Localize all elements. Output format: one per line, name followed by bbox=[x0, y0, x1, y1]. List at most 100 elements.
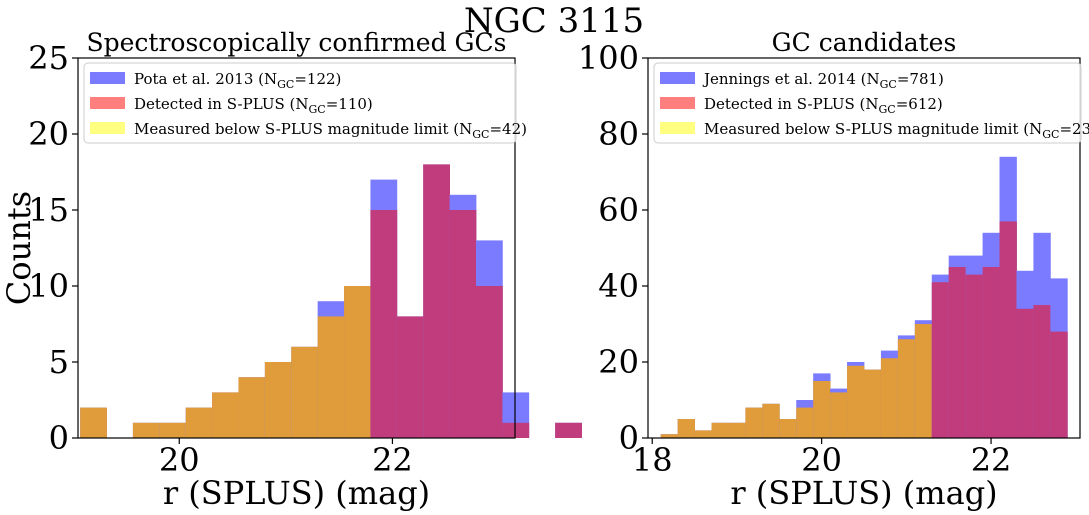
bar-detected-23 bbox=[1050, 331, 1068, 438]
legend-entry-1: Jennings et al. 2014 (NGC=781) bbox=[702, 70, 944, 91]
y-tick-label: 5 bbox=[49, 343, 69, 381]
y-tick-label: 0 bbox=[49, 419, 69, 457]
legend-subscript: GC bbox=[1042, 128, 1059, 141]
x-axis-label: r (SPLUS) (mag) bbox=[730, 474, 997, 512]
legend-swatch bbox=[660, 122, 695, 134]
bar-detected-21 bbox=[1016, 308, 1034, 438]
bar-below-limit-6 bbox=[238, 377, 266, 438]
x-tick-label: 18 bbox=[632, 441, 673, 479]
bar-below-limit-4 bbox=[185, 407, 213, 438]
bar-below-limit-0 bbox=[80, 407, 107, 438]
bars bbox=[80, 164, 582, 438]
x-tick-label: 22 bbox=[372, 441, 413, 479]
legend-suffix: =122) bbox=[294, 70, 341, 88]
bar-detected-17 bbox=[948, 267, 967, 438]
plot-frame bbox=[647, 57, 1081, 439]
bar-below-limit-3 bbox=[159, 422, 187, 438]
legend-entry-1: Pota et al. 2013 (NGC=122) bbox=[134, 70, 341, 91]
legend-swatch bbox=[90, 122, 125, 134]
bar-detected-22 bbox=[1033, 305, 1051, 438]
legend-label: Jennings et al. 2014 (N bbox=[702, 70, 880, 88]
legend-subscript: GC bbox=[879, 103, 896, 116]
bar-detected-16 bbox=[931, 282, 950, 438]
legend-subscript: GC bbox=[277, 78, 294, 91]
bar-below-limit-8 bbox=[291, 346, 319, 438]
legend-suffix: =42) bbox=[489, 120, 527, 138]
bar-below-limit-9 bbox=[813, 381, 831, 438]
bar-detected-11 bbox=[370, 210, 398, 438]
legend-subscript: GC bbox=[880, 78, 897, 91]
y-tick-label: 20 bbox=[28, 115, 69, 153]
figure-title: NGC 3115 bbox=[464, 1, 644, 41]
bar-below-limit-0 bbox=[660, 434, 679, 438]
legend-label: Measured below S-PLUS magnitude limit (N bbox=[704, 120, 1042, 138]
y-tick-label: 100 bbox=[578, 39, 639, 77]
legend-swatch bbox=[660, 97, 695, 109]
bar-below-limit-4 bbox=[728, 422, 746, 438]
legend-entry-2: Detected in S-PLUS (NGC=110) bbox=[134, 95, 373, 116]
plot-frame bbox=[77, 57, 516, 439]
bar-below-limit-7 bbox=[779, 419, 797, 438]
legend-suffix: =781) bbox=[897, 70, 944, 88]
panel-1: Spectroscopically confirmed GCs 0 5 10 15 20 2… bbox=[0, 28, 582, 512]
x-tick-label: 20 bbox=[801, 441, 842, 479]
legend-swatch bbox=[660, 72, 695, 84]
bar-below-limit-1 bbox=[677, 419, 695, 438]
legend-entry-2: Detected in S-PLUS (NGC=612) bbox=[704, 95, 943, 116]
legend-swatch bbox=[90, 72, 125, 84]
legend-box bbox=[83, 62, 517, 144]
bar-below-limit-8 bbox=[796, 407, 814, 438]
x-tick-label: 22 bbox=[971, 441, 1012, 479]
bar-below-limit-13 bbox=[880, 358, 899, 438]
y-axis-label: Counts bbox=[0, 191, 38, 305]
bar-detected-12 bbox=[396, 316, 424, 438]
bar-detected-14 bbox=[449, 210, 477, 438]
bar-below-limit-6 bbox=[762, 403, 780, 438]
legend-swatch bbox=[90, 97, 125, 109]
legend-entry-3: Measured below S-PLUS magnitude limit (N… bbox=[704, 120, 1089, 141]
legend-entry-3: Measured below S-PLUS magnitude limit (N… bbox=[134, 120, 527, 141]
bar-below-limit-12 bbox=[864, 369, 882, 438]
bar-detected-19 bbox=[982, 267, 1000, 438]
y-tick-label: 25 bbox=[28, 39, 69, 77]
legend-subscript: GC bbox=[472, 128, 489, 141]
bar-below-limit-2 bbox=[694, 430, 712, 438]
legend-subscript: GC bbox=[309, 103, 326, 116]
panel-title: GC candidates bbox=[772, 28, 957, 57]
bar-detected-18 bbox=[965, 274, 983, 438]
panel-title: Spectroscopically confirmed GCs bbox=[87, 28, 507, 57]
bar-below-limit-3 bbox=[711, 422, 729, 438]
y-tick-label: 10 bbox=[28, 267, 69, 305]
legend-label: Measured below S-PLUS magnitude limit (N bbox=[134, 120, 472, 138]
bar-below-limit-2 bbox=[132, 422, 160, 438]
bar-detected-15 bbox=[475, 286, 503, 438]
bar-below-limit-5 bbox=[745, 407, 763, 438]
legend-label: Detected in S-PLUS (N bbox=[704, 95, 879, 113]
legend-suffix: =612) bbox=[896, 95, 943, 113]
bar-below-limit-10 bbox=[830, 392, 848, 438]
y-tick-label: 40 bbox=[598, 267, 639, 305]
legend-label: Pota et al. 2013 (N bbox=[134, 70, 277, 88]
legend-label: Detected in S-PLUS (N bbox=[134, 95, 309, 113]
legend-suffix: =110) bbox=[326, 95, 373, 113]
legend-box bbox=[653, 62, 1082, 144]
bar-detected-20 bbox=[999, 221, 1017, 438]
legend-suffix: =236) bbox=[1059, 120, 1089, 138]
y-tick-label: 60 bbox=[598, 191, 639, 229]
bar-detected-13 bbox=[423, 164, 450, 438]
y-tick-label: 80 bbox=[598, 115, 639, 153]
y-tick-label: 0 bbox=[619, 419, 639, 457]
panel-2: GC candidates 0 20 40 60 80 100 18 20 22r (SPLUS)… bbox=[578, 28, 1089, 512]
bars bbox=[660, 156, 1068, 439]
bar-detected-18 bbox=[555, 422, 582, 438]
bar-below-limit-14 bbox=[897, 339, 916, 438]
bar-below-limit-15 bbox=[914, 324, 933, 438]
bar-detected-16 bbox=[502, 422, 530, 438]
legend: Jennings et al. 2014 (NGC=781)Detected i… bbox=[653, 62, 1089, 144]
bar-below-limit-7 bbox=[264, 362, 292, 438]
y-tick-label: 15 bbox=[28, 191, 69, 229]
x-tick-label: 20 bbox=[159, 441, 200, 479]
y-tick-label: 20 bbox=[598, 343, 639, 381]
bar-below-limit-9 bbox=[317, 316, 345, 438]
